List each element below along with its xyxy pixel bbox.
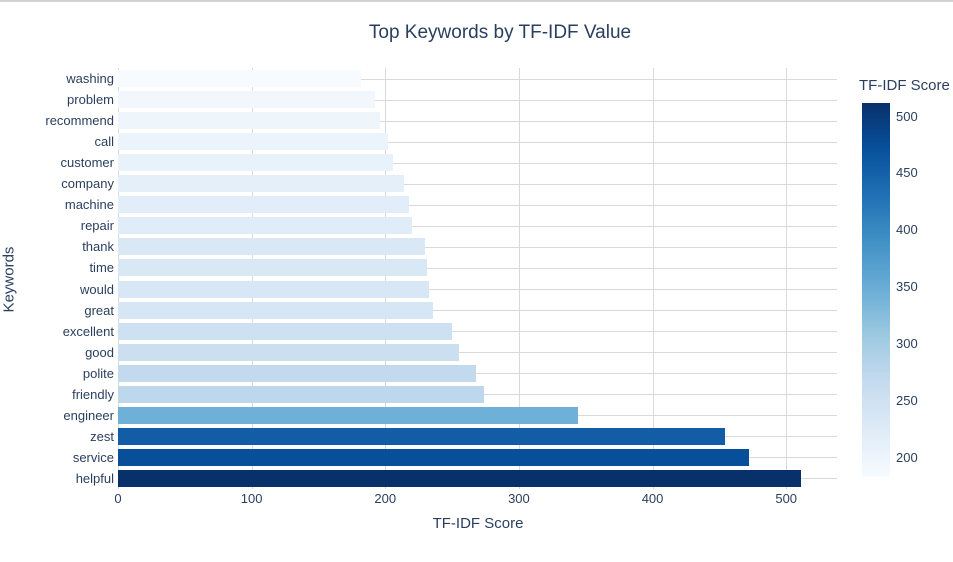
bar-polite[interactable] bbox=[118, 364, 477, 382]
colorbar-title: TF-IDF Score bbox=[859, 77, 950, 94]
bar-recommend[interactable] bbox=[118, 112, 380, 130]
y-gridline bbox=[118, 204, 837, 206]
y-tick-label: would bbox=[80, 281, 114, 297]
bar-thank[interactable] bbox=[118, 238, 426, 256]
bar-customer[interactable] bbox=[118, 154, 394, 172]
y-tick-label: repair bbox=[80, 218, 114, 234]
y-tick-label: machine bbox=[64, 197, 114, 213]
chart-title: Top Keywords by TF-IDF Value bbox=[368, 22, 632, 43]
x-gridline bbox=[518, 68, 520, 489]
y-tick-label: good bbox=[85, 344, 114, 360]
plot-area bbox=[118, 68, 837, 489]
y-tick-label: thank bbox=[82, 239, 114, 255]
bar-washing[interactable] bbox=[118, 70, 362, 88]
x-axis-title: TF-IDF Score bbox=[432, 515, 524, 532]
x-tick-label: 200 bbox=[374, 491, 397, 506]
colorbar-tick-label: 400 bbox=[896, 222, 918, 238]
x-tick-label: 0 bbox=[114, 491, 122, 506]
y-gridline bbox=[118, 310, 837, 312]
y-gridline bbox=[118, 78, 837, 80]
page-top-divider bbox=[0, 0, 953, 2]
x-gridline bbox=[786, 68, 788, 489]
y-tick-label: engineer bbox=[63, 407, 114, 423]
y-gridline bbox=[118, 289, 837, 291]
y-gridline bbox=[118, 331, 837, 333]
y-gridline bbox=[118, 267, 837, 269]
zeroline bbox=[118, 68, 119, 489]
y-tick-label: problem bbox=[67, 92, 114, 108]
y-gridline bbox=[118, 373, 837, 375]
bar-good[interactable] bbox=[118, 343, 459, 361]
bar-service[interactable] bbox=[118, 448, 749, 466]
y-tick-label: customer bbox=[60, 155, 114, 171]
bar-time[interactable] bbox=[118, 259, 427, 277]
bar-helpful[interactable] bbox=[118, 469, 801, 487]
y-tick-label: polite bbox=[82, 365, 114, 381]
bar-excellent[interactable] bbox=[118, 322, 453, 340]
colorbar-tick-label: 300 bbox=[896, 335, 918, 351]
x-tick-label: 400 bbox=[641, 491, 664, 506]
bar-company[interactable] bbox=[118, 175, 404, 193]
x-gridline bbox=[652, 68, 654, 489]
bar-repair[interactable] bbox=[118, 217, 412, 235]
x-tick-label: 300 bbox=[508, 491, 530, 506]
colorbar-gradient bbox=[862, 103, 890, 477]
y-tick-label: washing bbox=[66, 71, 114, 87]
y-tick-label: service bbox=[72, 449, 114, 465]
y-tick-label: helpful bbox=[75, 470, 114, 486]
y-gridline bbox=[118, 162, 837, 164]
y-tick-label: recommend bbox=[45, 113, 114, 129]
y-gridline bbox=[118, 183, 837, 185]
y-gridline bbox=[118, 99, 837, 101]
y-tick-label: call bbox=[94, 134, 114, 150]
x-gridline bbox=[251, 68, 253, 489]
bar-great[interactable] bbox=[118, 301, 434, 319]
x-tick-label: 500 bbox=[775, 491, 798, 506]
y-tick-label: time bbox=[89, 260, 114, 276]
y-tick-label: company bbox=[61, 176, 114, 192]
y-tick-label: excellent bbox=[62, 323, 114, 339]
y-tick-label: great bbox=[84, 302, 114, 318]
colorbar-tick-label: 350 bbox=[896, 279, 918, 295]
bar-problem[interactable] bbox=[118, 91, 375, 109]
colorbar-tick-label: 250 bbox=[896, 392, 918, 408]
bar-machine[interactable] bbox=[118, 196, 410, 214]
y-gridline bbox=[118, 141, 837, 143]
colorbar-tick-label: 500 bbox=[896, 108, 918, 124]
y-gridline bbox=[118, 246, 837, 248]
x-gridline bbox=[385, 68, 387, 489]
bar-engineer[interactable] bbox=[118, 406, 578, 424]
colorbar-tick-label: 450 bbox=[896, 165, 918, 181]
bar-call[interactable] bbox=[118, 133, 388, 151]
bar-friendly[interactable] bbox=[118, 385, 485, 403]
y-gridline bbox=[118, 120, 837, 122]
y-gridline bbox=[118, 352, 837, 354]
colorbar-tick-label: 200 bbox=[896, 449, 918, 465]
bar-zest[interactable] bbox=[118, 427, 725, 445]
y-tick-label: zest bbox=[90, 428, 114, 444]
x-tick-label: 100 bbox=[240, 491, 263, 506]
y-tick-label: friendly bbox=[72, 386, 114, 402]
bar-would[interactable] bbox=[118, 280, 430, 298]
y-gridline bbox=[118, 225, 837, 227]
